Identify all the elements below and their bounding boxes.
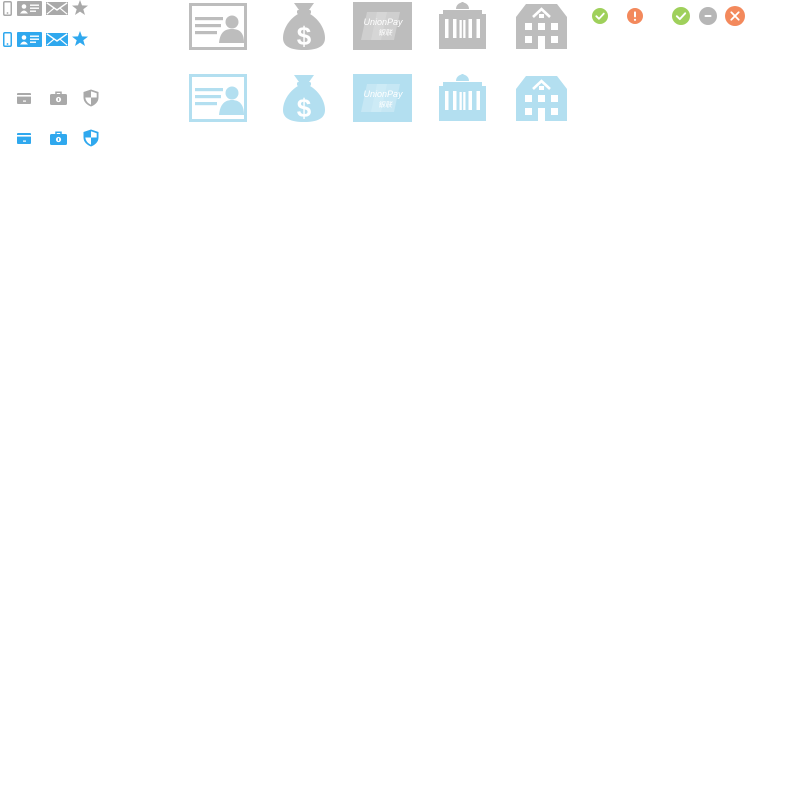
id-card-icon bbox=[189, 3, 247, 50]
money-bag-icon: $ bbox=[282, 2, 326, 51]
check-circle-icon bbox=[672, 7, 690, 25]
unionpay-card-icon: UnionPay 银联 bbox=[353, 74, 412, 122]
star-icon bbox=[72, 0, 88, 15]
mail-icon bbox=[46, 33, 68, 46]
id-card-icon bbox=[17, 32, 42, 47]
mail-icon bbox=[46, 2, 68, 15]
house-icon bbox=[516, 73, 567, 121]
id-card-icon bbox=[17, 1, 42, 16]
minus-circle-icon bbox=[699, 7, 717, 25]
card-brand-text: UnionPay bbox=[363, 89, 403, 99]
currency-symbol: $ bbox=[297, 21, 312, 51]
shield-icon bbox=[83, 129, 99, 147]
id-card-icon bbox=[189, 74, 247, 122]
card-brand-subtext: 银联 bbox=[378, 29, 393, 37]
unionpay-card-icon: UnionPay 银联 bbox=[353, 2, 412, 50]
bank-building-icon bbox=[437, 74, 488, 121]
close-circle-icon bbox=[725, 6, 745, 26]
house-icon bbox=[516, 1, 567, 49]
card-brand-text: UnionPay bbox=[363, 17, 403, 27]
money-bag-icon: $ bbox=[282, 74, 326, 123]
mobile-phone-icon bbox=[3, 32, 12, 47]
bank-card-icon bbox=[17, 93, 31, 104]
exclamation-circle-icon bbox=[627, 8, 643, 24]
currency-symbol: $ bbox=[297, 93, 312, 123]
briefcase-icon bbox=[50, 131, 67, 145]
mobile-phone-icon bbox=[3, 1, 12, 16]
briefcase-icon bbox=[50, 91, 67, 105]
bank-building-icon bbox=[437, 2, 488, 49]
shield-icon bbox=[83, 89, 99, 107]
card-brand-subtext: 银联 bbox=[378, 101, 393, 109]
star-icon bbox=[72, 31, 88, 46]
check-circle-icon bbox=[592, 8, 608, 24]
bank-card-icon bbox=[17, 133, 31, 144]
